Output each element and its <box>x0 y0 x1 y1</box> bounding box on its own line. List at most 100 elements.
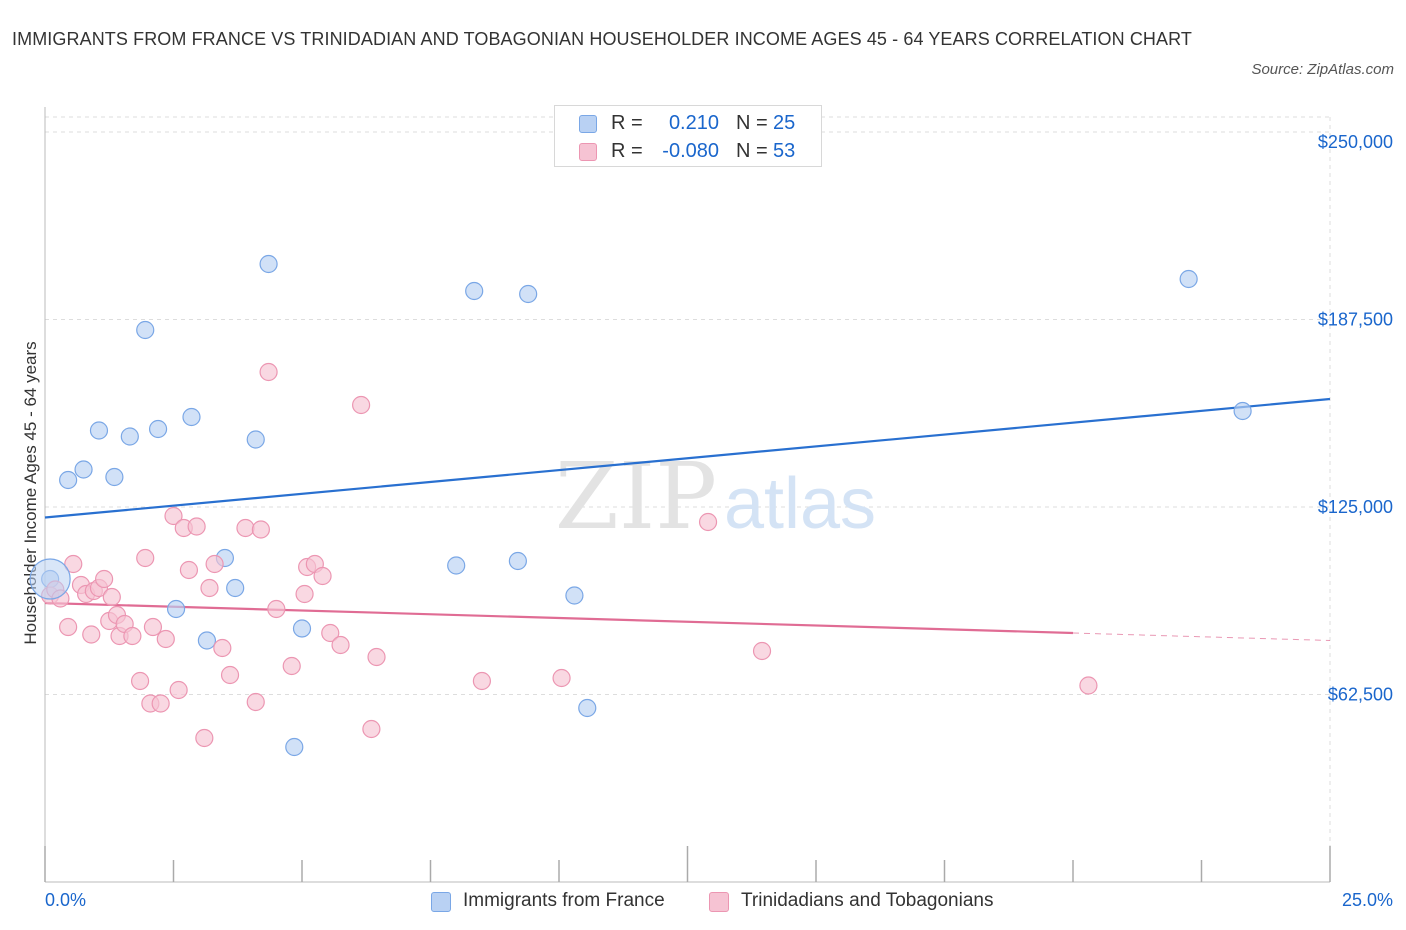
trend-lines <box>44 397 1331 641</box>
x-tick-max: 25.0% <box>1341 890 1393 910</box>
stats-legend: R = 0.210 N = 25 R = -0.080 N = 53 <box>554 105 822 167</box>
series-legend: Immigrants from France Trinidadians and … <box>0 889 1406 917</box>
trinidad-point <box>367 647 386 667</box>
trinidad-point <box>143 617 163 637</box>
trinidad-point <box>187 517 206 536</box>
data-points <box>29 254 1252 757</box>
n-value: 53 <box>773 140 796 162</box>
trinidad-point <box>362 719 381 739</box>
trinidad-point <box>220 665 240 685</box>
trinidad-point <box>552 668 571 688</box>
trinidad-point <box>164 506 183 526</box>
trinidad-point <box>123 626 142 646</box>
trinidad-point <box>698 512 718 532</box>
france-point <box>465 281 484 301</box>
legend-label: Immigrants from France <box>463 890 665 911</box>
r-value: 0.210 <box>668 112 719 134</box>
y-axis-title: Householder Income Ages 45 - 64 years <box>21 341 40 644</box>
blue-swatch <box>431 892 451 912</box>
trinidad-point <box>102 587 121 607</box>
n-value: 25 <box>773 112 796 134</box>
y-tick-label: $62,500 <box>1328 685 1393 705</box>
y-tick-label: $250,000 <box>1318 132 1393 152</box>
trinidad-point <box>251 520 270 539</box>
trinidad-point <box>130 671 150 691</box>
france-point <box>59 470 78 490</box>
france-point <box>259 254 278 274</box>
france-trend-line <box>44 397 1331 519</box>
x-tick-min: 0.0% <box>45 890 87 910</box>
france-point <box>166 599 186 619</box>
trinidad-point <box>179 560 199 580</box>
france-point <box>226 578 245 598</box>
france-point <box>89 421 109 440</box>
trinidad-point <box>213 638 232 658</box>
pink-swatch <box>709 892 729 912</box>
trinidad-point <box>295 584 314 604</box>
trinidad-point <box>331 635 350 655</box>
watermark-zip: ZIP <box>555 443 717 550</box>
r-value: -0.080 <box>662 140 719 162</box>
france-point <box>519 284 538 304</box>
watermark: ZIP atlas <box>555 443 876 550</box>
blue-swatch <box>579 115 597 133</box>
trinidad-trend-line <box>44 601 1074 635</box>
france-point <box>447 556 466 575</box>
trinidad-trend-extension <box>1072 632 1331 641</box>
trinidad-point <box>156 629 175 649</box>
trinidad-point <box>321 623 340 643</box>
trinidad-point <box>200 578 219 598</box>
y-tick-label: $125,000 <box>1318 497 1393 517</box>
trinidad-point <box>282 656 301 676</box>
france-point <box>105 467 124 487</box>
source-label: Source: ZipAtlas.com <box>1251 61 1394 78</box>
trinidad-point <box>136 548 155 568</box>
france-point <box>148 419 168 439</box>
legend-label: Trinidadians and Tobagonians <box>741 890 994 911</box>
y-tick-label: $187,500 <box>1318 310 1393 330</box>
trinidad-point <box>95 569 114 589</box>
france-point <box>285 737 304 757</box>
trinidad-point <box>259 362 278 382</box>
france-point <box>29 558 71 600</box>
axes <box>44 107 1331 883</box>
pink-swatch <box>579 143 597 161</box>
france-point <box>120 427 139 446</box>
legend-row-trinidad: R = -0.080 N = 53 <box>555 138 821 166</box>
france-point <box>136 320 155 340</box>
trinidad-point <box>352 395 371 415</box>
chart-title: IMMIGRANTS FROM FRANCE VS TRINIDADIAN AN… <box>12 29 1193 49</box>
france-point <box>565 586 584 605</box>
r-label: R = <box>611 112 643 134</box>
trinidad-point <box>267 599 286 619</box>
watermark-atlas: atlas <box>724 464 876 544</box>
n-label: N = <box>736 140 768 162</box>
france-point <box>197 631 217 650</box>
trinidad-point <box>246 692 265 712</box>
r-label: R = <box>611 140 643 162</box>
n-label: N = <box>736 112 768 134</box>
trinidad-point <box>313 566 332 586</box>
trinidad-point <box>169 680 188 700</box>
trinidad-point <box>151 694 170 713</box>
france-point <box>182 407 201 427</box>
france-point <box>74 460 93 479</box>
france-point <box>292 619 312 638</box>
trinidad-point <box>195 728 214 748</box>
trinidad-point <box>82 625 101 644</box>
trinidad-point <box>59 617 78 637</box>
france-point <box>246 430 265 449</box>
france-point <box>1233 401 1252 421</box>
trinidad-point <box>1079 676 1098 695</box>
france-point <box>508 551 527 571</box>
trinidad-point <box>236 518 255 538</box>
france-point <box>1179 269 1198 289</box>
trinidad-point <box>205 554 224 574</box>
legend-row-france: R = 0.210 N = 25 <box>555 110 821 138</box>
trinidad-point <box>64 554 83 574</box>
y-tick-labels: $62,500 $125,000 $187,500 $250,000 <box>1318 132 1393 705</box>
trinidad-point <box>472 671 491 691</box>
trinidad-point <box>752 641 772 661</box>
france-point <box>578 698 597 718</box>
